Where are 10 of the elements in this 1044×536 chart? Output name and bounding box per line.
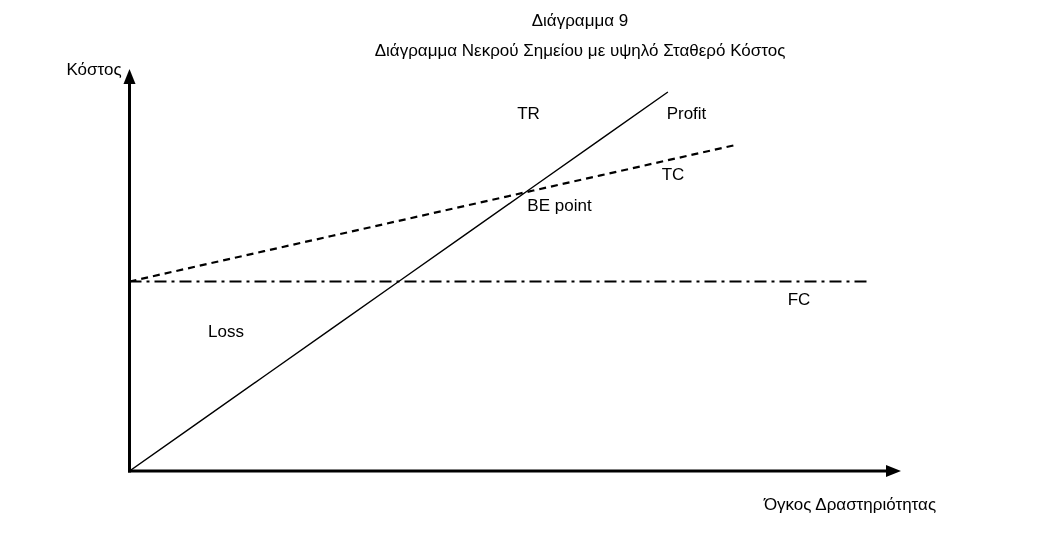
y-axis-title: Κόστος — [66, 60, 122, 80]
annotation: BE point — [527, 196, 592, 216]
chart-title: Διάγραμμα 9 — [531, 11, 629, 31]
series-label: TC — [661, 165, 685, 185]
annotation: Loss — [208, 322, 244, 342]
text: TR — [517, 103, 540, 124]
series-label: FC — [787, 290, 811, 310]
x-axis-title: Όγκος Δραστηριότητας — [763, 495, 937, 515]
annotation: Profit — [666, 103, 707, 124]
chart-subtitle: Διάγραμμα Νεκρού Σημείου με υψηλό Σταθερό Κόστος — [374, 41, 786, 61]
